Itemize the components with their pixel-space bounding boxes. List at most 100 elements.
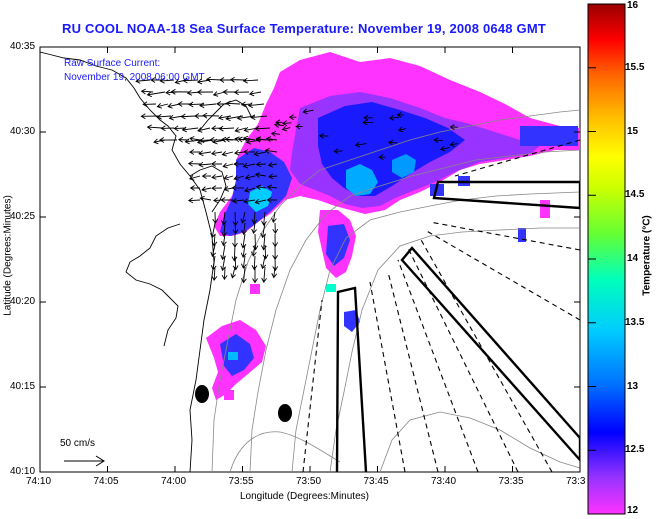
current-vector-arrow [396, 112, 404, 118]
current-vector-arrow [225, 100, 241, 107]
current-vector-arrow [254, 198, 267, 205]
current-vector-arrow [260, 255, 267, 270]
current-vector-arrow [230, 266, 237, 279]
current-vector-arrow [156, 113, 172, 120]
current-vector-arrow [248, 90, 262, 97]
current-vector-arrow [212, 91, 226, 97]
current-vector-arrow [267, 161, 278, 168]
current-vector-arrow [244, 187, 256, 193]
current-vector-arrow [159, 77, 175, 84]
current-vector-arrow [255, 184, 267, 191]
current-vector-arrow [234, 127, 247, 133]
current-vector-arrow [170, 88, 190, 95]
x-tick-label: 74:10 [26, 476, 52, 487]
current-vector-arrow [250, 114, 268, 121]
annotation-line-2: November 19, 2008 06:00 GMT [64, 72, 205, 83]
current-vector-arrow [378, 154, 386, 161]
current-vector-arrow [221, 233, 227, 247]
scale-arrow [64, 455, 105, 467]
y-tick-label: 40:20 [10, 296, 36, 307]
current-vector-arrow [433, 137, 443, 144]
current-vector-arrow [253, 150, 267, 157]
current-vector-arrow [233, 161, 245, 167]
current-vector-arrow [211, 185, 223, 192]
current-vector-arrow [233, 89, 250, 96]
current-vector-arrow [142, 101, 157, 108]
current-vector-arrow [264, 148, 278, 154]
current-vector-arrow [243, 148, 256, 155]
current-vector-arrow [261, 211, 267, 226]
surface-current-vectors [135, 76, 459, 284]
current-vector-arrow [262, 244, 269, 260]
current-vector-arrow [173, 125, 187, 132]
current-vector-arrow [231, 185, 245, 191]
current-vector-arrow [387, 139, 398, 146]
current-vector-arrow [135, 78, 151, 84]
current-vector-arrow [268, 173, 278, 180]
figure-title: RU COOL NOAA-18 Sea Surface Temperature:… [62, 21, 546, 36]
current-vector-arrow [229, 76, 247, 83]
current-vector-arrow [221, 211, 227, 226]
current-vector-arrow [333, 148, 343, 155]
current-vector-arrow [187, 197, 201, 204]
current-vector-arrow [244, 174, 256, 181]
current-vector-arrow [189, 175, 201, 181]
current-vector-arrow [189, 149, 201, 155]
bathymetry-contours [211, 109, 580, 472]
current-vector-arrow [388, 114, 400, 121]
current-vector-arrow [231, 197, 245, 204]
current-vector-arrow [220, 197, 234, 203]
current-vector-arrow [189, 136, 201, 142]
current-vector-arrow [232, 222, 239, 235]
current-vector-arrow [266, 197, 278, 203]
y-tick-label: 40:10 [10, 466, 36, 477]
current-vector-arrow [281, 125, 291, 132]
current-vector-arrow [272, 222, 279, 235]
current-vector-arrow [240, 211, 247, 224]
annotation-line-1: Raw Surface Current: [64, 58, 161, 69]
current-vector-arrow [255, 161, 267, 168]
current-vector-arrow [282, 120, 292, 127]
current-vector-arrow [265, 136, 278, 142]
current-vector-arrow [201, 173, 212, 179]
marker-disk [278, 404, 292, 422]
scale-label: 50 cm/s [60, 438, 96, 449]
current-vector-arrow [234, 136, 245, 143]
current-vector-arrow [240, 244, 247, 258]
current-vector-arrow [251, 211, 258, 225]
current-vector-arrow [210, 161, 223, 167]
current-vector-arrow [261, 266, 267, 284]
current-vector-arrow [271, 266, 278, 279]
current-vector-arrow [210, 222, 216, 239]
current-vector-arrow [218, 125, 235, 132]
colorbar-tick-label: 12 [627, 505, 639, 516]
current-vector-arrow [140, 113, 160, 120]
y-axis-label: Latitude (Degrees:Minutes) [2, 195, 14, 316]
current-vector-arrow [187, 160, 201, 167]
current-vector-arrow [199, 137, 212, 144]
current-vector-arrow [156, 102, 169, 109]
current-vector-arrow [242, 77, 259, 84]
current-vector-arrow [251, 244, 257, 257]
x-tick-label: 73:55 [228, 476, 254, 487]
current-vector-arrow [211, 266, 218, 282]
current-vector-arrow [158, 137, 178, 143]
current-vector-arrow [241, 266, 247, 284]
x-tick-label: 74:05 [93, 476, 119, 487]
dashed-transects [302, 139, 580, 472]
current-vector-arrow [354, 141, 367, 148]
x-tick-label: 73:40 [431, 476, 457, 487]
y-tick-label: 40:25 [10, 211, 36, 222]
current-vector-arrow [221, 150, 234, 157]
x-tick-label: 74:00 [161, 476, 187, 487]
x-tick-label: 73:50 [296, 476, 322, 487]
marker-disk [195, 385, 209, 403]
current-vector-arrow [150, 77, 163, 83]
current-vector-arrow [302, 108, 314, 115]
current-vector-arrow [197, 127, 211, 133]
current-vector-arrow [180, 113, 196, 120]
colorbar-tick-marks [588, 3, 596, 515]
current-vector-arrow [168, 114, 184, 121]
